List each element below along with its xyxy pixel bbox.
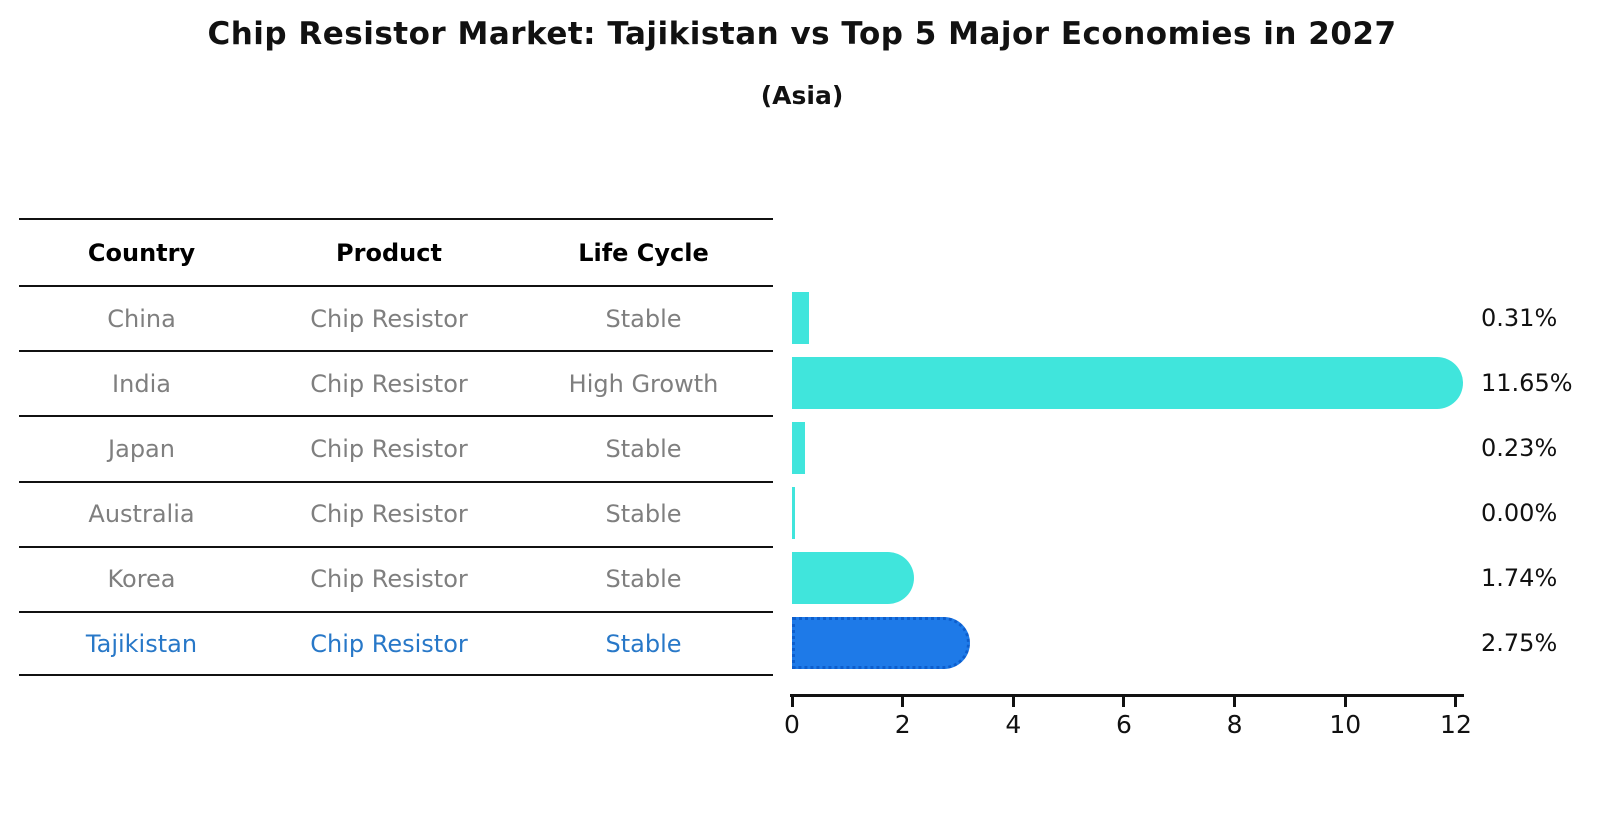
x-axis-line: [790, 694, 1464, 697]
table-cell-country: Australia: [88, 500, 195, 529]
table-cell-country: China: [107, 304, 176, 333]
table-cell-product: Chip Resistor: [310, 565, 468, 594]
table-cell-product: Chip Resistor: [310, 304, 468, 333]
comparison-table: Country Product Life Cycle China Chip Resist…: [19, 218, 773, 677]
table-row: China Chip Resistor Stable: [19, 285, 773, 350]
bar: [792, 291, 810, 344]
table-cell-life-cycle: Stable: [605, 629, 682, 658]
x-axis-tick-label: 0: [784, 710, 800, 739]
bar-plot: [792, 285, 1464, 676]
x-axis-tick: [1454, 697, 1458, 707]
bar-value-label: 1.74%: [1481, 564, 1558, 593]
chart-title: Chip Resistor Market: Tajikistan vs Top …: [207, 16, 1397, 52]
table-cell-product: Chip Resistor: [310, 629, 468, 658]
x-axis-tick-label: 4: [1005, 710, 1022, 739]
bar-highlight: [792, 617, 971, 670]
table-cell-country: Tajikistan: [85, 629, 198, 658]
table-cell-product: Chip Resistor: [310, 434, 468, 463]
chart-subtitle: (Asia): [760, 81, 844, 110]
x-axis-tick-label: 10: [1329, 710, 1362, 739]
table-header-cell: Product: [336, 238, 442, 267]
bar: [792, 421, 805, 474]
bar: [792, 552, 915, 605]
x-axis-tick-label: 8: [1226, 710, 1243, 739]
table-cell-country: Korea: [107, 565, 176, 594]
x-axis-tick: [1343, 697, 1347, 707]
table-row: Japan Chip Resistor Stable: [19, 415, 773, 480]
table-cell-product: Chip Resistor: [310, 500, 468, 529]
bar: [792, 487, 795, 540]
bar-value-label: 2.75%: [1481, 629, 1558, 658]
table-row: Australia Chip Resistor Stable: [19, 480, 773, 546]
bar: [792, 356, 1463, 409]
x-axis-tick-label: 6: [1116, 710, 1132, 739]
table-cell-life-cycle: High Growth: [568, 369, 719, 398]
x-axis-tick: [790, 697, 794, 707]
x-axis-tick: [1233, 697, 1237, 707]
x-axis-tick-label: 12: [1440, 710, 1472, 739]
table-cell-country: Japan: [108, 434, 175, 463]
table-row: Korea Chip Resistor Stable: [19, 545, 773, 611]
bar-value-label: 0.31%: [1481, 303, 1558, 332]
table-cell-product: Chip Resistor: [310, 369, 468, 398]
table-header-cell: Life Cycle: [578, 238, 709, 267]
table-header-cell: Country: [87, 238, 196, 267]
table-row: Tajikistan Chip Resistor Stable: [19, 610, 773, 677]
table-cell-life-cycle: Stable: [605, 304, 682, 333]
bar-value-label: 0.23%: [1481, 433, 1558, 462]
x-axis-tick: [901, 697, 905, 707]
x-axis-tick-label: 2: [894, 710, 911, 739]
x-axis-tick: [1011, 697, 1015, 707]
table-cell-life-cycle: Stable: [605, 500, 682, 529]
bar-value-label: 11.65%: [1481, 368, 1573, 397]
table-cell-life-cycle: Stable: [605, 434, 682, 463]
table-cell-life-cycle: Stable: [605, 565, 682, 594]
table-cell-country: India: [112, 369, 171, 398]
table-row: India Chip Resistor High Growth: [19, 350, 773, 415]
x-axis-tick: [1122, 697, 1126, 707]
table-header-row: Country Product Life Cycle: [19, 218, 773, 285]
bar-value-label: 0.00%: [1481, 499, 1558, 528]
